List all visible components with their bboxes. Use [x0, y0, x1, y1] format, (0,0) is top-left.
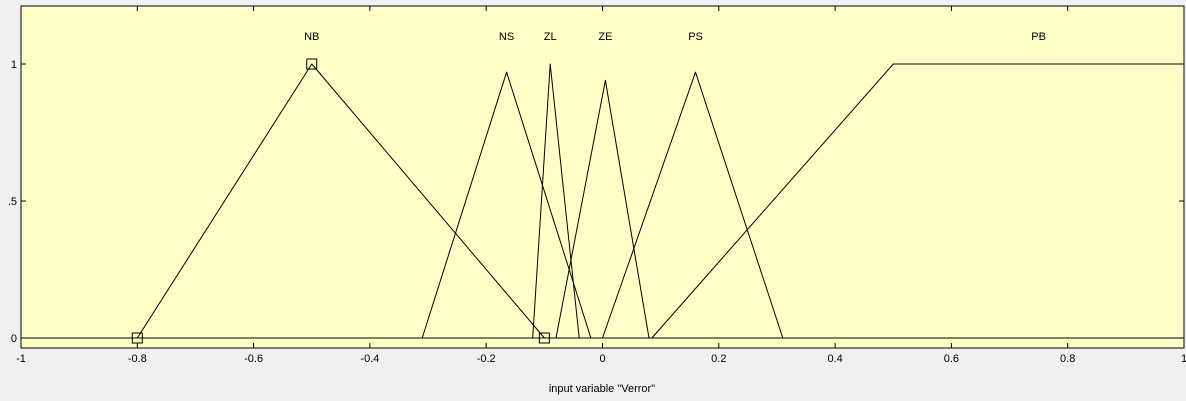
mf-vertex-handle[interactable] — [131, 332, 143, 344]
x-tick-label: -0.6 — [244, 353, 263, 365]
mf-label-nb: NB — [304, 31, 319, 43]
series-lines[interactable] — [21, 63, 1184, 339]
series-labels: NB NS ZL ZE PS PB — [304, 31, 1046, 43]
x-tick-label: 0.4 — [827, 353, 842, 365]
plot-area[interactable] — [20, 5, 1185, 349]
mf-label-ps: PS — [688, 31, 703, 43]
mf-label-zl: ZL — [544, 31, 557, 43]
selected-mf-handles[interactable] — [131, 58, 550, 344]
axis-ticks: -1 -0.8 -0.6 -0.4 -0.2 0 0.2 0.4 0.6 0.8 1 0 .5 1 — [8, 6, 1186, 365]
x-tick-label: -0.2 — [477, 353, 496, 365]
x-tick-label: -0.8 — [128, 353, 147, 365]
y-tick-label: 1 — [11, 59, 17, 71]
mf-label-ze: ZE — [598, 31, 612, 43]
mf-label-pb: PB — [1031, 31, 1046, 43]
mf-line-pb[interactable] — [21, 63, 1184, 339]
x-tick-label: -1 — [16, 353, 26, 365]
mf-label-ns: NS — [499, 31, 514, 43]
x-tick-label: 1 — [1181, 353, 1186, 365]
y-tick-label: 0 — [11, 333, 17, 345]
x-tick-label: 0.2 — [711, 353, 726, 365]
x-axis-label: input variable "Verror" — [549, 383, 655, 395]
x-tick-label: 0.8 — [1060, 353, 1075, 365]
mf-vertex-handle[interactable] — [538, 332, 550, 344]
x-tick-label: 0.6 — [944, 353, 959, 365]
x-tick-label: -0.4 — [360, 353, 379, 365]
mf-vertex-handle[interactable] — [306, 58, 318, 70]
x-tick-label: 0 — [599, 353, 605, 365]
y-tick-label: .5 — [8, 196, 17, 208]
